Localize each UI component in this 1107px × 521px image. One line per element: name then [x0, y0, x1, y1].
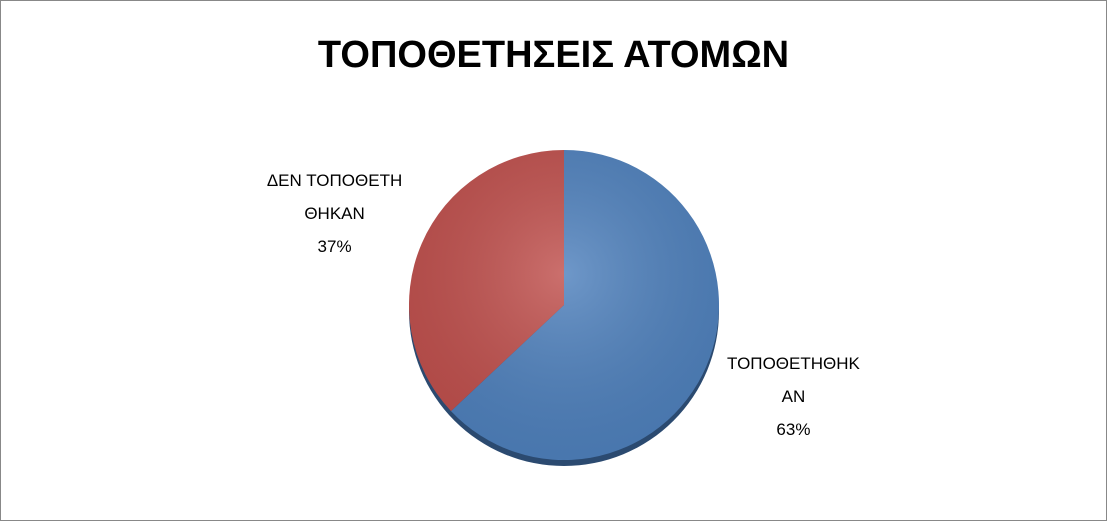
pie-sheen: [409, 150, 719, 460]
value-label: 37%: [317, 237, 352, 257]
category-label: ΔΕΝ ΤΟΠΟΘΕΤΗΘΗΚΑΝ: [266, 171, 403, 224]
chart-title: ΤΟΠΟΘΕΤΗΣΕΙΣ ΑΤΟΜΩΝ: [317, 34, 790, 76]
value-label: 63%: [776, 419, 811, 439]
category-label: ΤΟΠΟΘΕΤΗΘΗΚΑΝ: [727, 353, 860, 406]
pie: [409, 150, 719, 466]
